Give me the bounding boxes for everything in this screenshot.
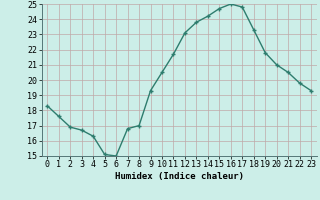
X-axis label: Humidex (Indice chaleur): Humidex (Indice chaleur) — [115, 172, 244, 181]
